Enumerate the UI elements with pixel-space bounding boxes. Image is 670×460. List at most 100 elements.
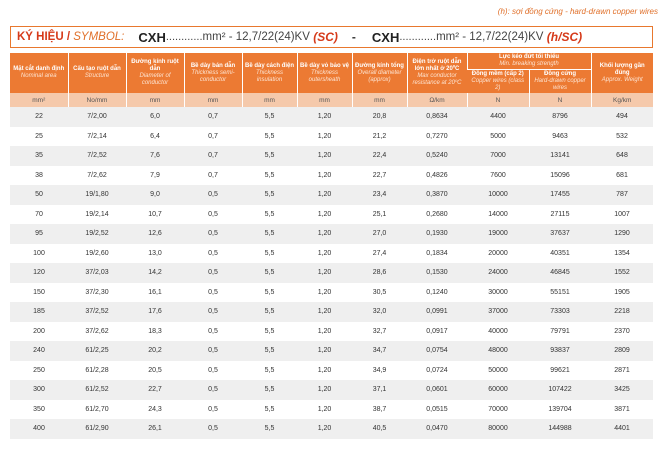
table-cell: 1,20 bbox=[317, 327, 332, 335]
table-cell: 0,0724 bbox=[426, 366, 448, 374]
symbol-dash: - bbox=[351, 30, 356, 44]
table-cell: 0,5 bbox=[208, 327, 218, 335]
table-cell: 5,5 bbox=[264, 249, 275, 257]
table-cell: 1,20 bbox=[297, 146, 352, 166]
table-cell: 18,3 bbox=[148, 327, 162, 335]
table-cell: 0,1834 bbox=[426, 249, 448, 257]
table-cell: 9,0 bbox=[126, 185, 184, 205]
table-cell: 95 bbox=[10, 224, 68, 244]
table-row: 240 61/2,25 20,2 0,5 5,5 1,20 34,7 0,0754 48000 9… bbox=[10, 341, 653, 361]
table-cell: 1,20 bbox=[317, 210, 332, 218]
unit-cell: Kg/km bbox=[590, 93, 653, 107]
table-cell: 7,6 bbox=[126, 146, 184, 166]
table-cell: 0,7270 bbox=[426, 132, 448, 140]
table-cell: 32,0 bbox=[352, 302, 407, 322]
table-cell: 5,5 bbox=[242, 224, 297, 244]
table-cell: 19/2,14 bbox=[85, 210, 109, 218]
table-cell: 5,5 bbox=[242, 341, 297, 361]
table-cell: 27115 bbox=[550, 210, 570, 218]
header-diameter: Đường kính ruột dẫn Diameter of conductor bbox=[125, 53, 184, 93]
table-cell: 24000 bbox=[467, 263, 529, 283]
table-cell: 300 bbox=[10, 380, 68, 400]
table-cell: 30,5 bbox=[372, 288, 387, 296]
table-cell: 7/2,00 bbox=[68, 107, 126, 127]
table-cell: 32,7 bbox=[372, 327, 387, 335]
table-cell: 13,0 bbox=[148, 249, 162, 257]
table-cell: 16,1 bbox=[148, 288, 162, 296]
table-cell: 5,5 bbox=[264, 210, 275, 218]
table-cell: 15096 bbox=[550, 171, 570, 179]
table-cell: 0,0601 bbox=[407, 380, 467, 400]
table-cell: 2370 bbox=[614, 327, 630, 335]
table-cell: 20,5 bbox=[148, 366, 162, 374]
table-cell: 120 bbox=[10, 263, 68, 283]
table-cell: 19/1,80 bbox=[68, 185, 126, 205]
table-row: 70 19/2,14 10,7 0,5 5,5 1,20 25,1 0,2680 14000 27… bbox=[10, 205, 653, 225]
table-cell: 6,4 bbox=[150, 132, 160, 140]
table-cell: 0,5 bbox=[208, 210, 218, 218]
header-semiconductor: Bề dày bán dẫn Thickness semi-conductor bbox=[183, 53, 242, 93]
table-cell: 2218 bbox=[591, 302, 653, 322]
table-cell: 9463 bbox=[552, 132, 568, 140]
table-cell: 5,5 bbox=[264, 132, 275, 140]
table-row: 250 61/2,28 20,5 0,5 5,5 1,20 34,9 0,0724 50000 9… bbox=[10, 361, 653, 381]
table-cell: 240 bbox=[10, 341, 68, 361]
header-soft-copper: Đồng mềm (cấp 2) Copper wires (class 2) bbox=[467, 69, 529, 93]
symbol-dots-2: ............ bbox=[399, 31, 437, 43]
table-cell: 5,5 bbox=[264, 405, 275, 413]
table-cell: 0,7 bbox=[184, 146, 242, 166]
table-cell: 3425 bbox=[591, 380, 653, 400]
table-cell: 0,1530 bbox=[407, 263, 467, 283]
table-cell: 80000 bbox=[467, 419, 529, 439]
table-cell: 26,1 bbox=[126, 419, 184, 439]
header-nominal-area: Mặt cắt danh định Nominal area bbox=[10, 53, 68, 93]
table-cell: 14,2 bbox=[126, 263, 184, 283]
table-cell: 48000 bbox=[467, 341, 529, 361]
table-cell: 0,0917 bbox=[426, 327, 448, 335]
table-cell: 0,5 bbox=[184, 185, 242, 205]
table-cell: 1,20 bbox=[297, 185, 352, 205]
table-cell: 0,5 bbox=[208, 405, 218, 413]
table-cell: 5,5 bbox=[242, 419, 297, 439]
table-cell: 185 bbox=[10, 302, 68, 322]
units-row: mm² No/mm mm mm mm mm mm Ω/km N N Kg/km bbox=[10, 93, 653, 107]
table-cell: 1552 bbox=[591, 263, 653, 283]
table-row: 185 37/2,52 17,6 0,5 5,5 1,20 32,0 0,0991 37000 7… bbox=[10, 302, 653, 322]
unit-cell: mm² bbox=[10, 93, 68, 107]
table-cell: 1007 bbox=[614, 210, 630, 218]
table-cell: 1,20 bbox=[297, 341, 352, 361]
table-cell: 0,5 bbox=[184, 341, 242, 361]
table-cell: 6,0 bbox=[126, 107, 184, 127]
table-cell: 27,0 bbox=[352, 224, 407, 244]
unit-cell: N bbox=[466, 93, 529, 107]
unit-cell: Ω/km bbox=[406, 93, 467, 107]
table-cell: 350 bbox=[33, 405, 45, 413]
table-cell: 0,0515 bbox=[426, 405, 448, 413]
table-cell: 1,20 bbox=[297, 107, 352, 127]
table-cell: 50000 bbox=[488, 366, 508, 374]
table-cell: 93837 bbox=[529, 341, 591, 361]
table-cell: 73303 bbox=[529, 302, 591, 322]
table-row: 400 61/2,90 26,1 0,5 5,5 1,20 40,5 0,0470 80000 1… bbox=[10, 419, 653, 439]
table-cell: 5,5 bbox=[242, 185, 297, 205]
table-cell: 5,5 bbox=[242, 263, 297, 283]
table-cell: 8796 bbox=[529, 107, 591, 127]
table-cell: 23,4 bbox=[352, 185, 407, 205]
table-cell: 2809 bbox=[591, 341, 653, 361]
table-cell: 7600 bbox=[490, 171, 506, 179]
table-cell: 17455 bbox=[529, 185, 591, 205]
table-cell: 0,7 bbox=[208, 132, 218, 140]
table-cell: 1,20 bbox=[317, 405, 332, 413]
symbol-spec-1: mm² - 12,7/22(24)KV bbox=[202, 31, 310, 43]
table-cell: 5,5 bbox=[242, 146, 297, 166]
table-row: 300 61/2,52 22,7 0,5 5,5 1,20 37,1 0,0601 60000 1… bbox=[10, 380, 653, 400]
table-row: 50 19/1,80 9,0 0,5 5,5 1,20 23,4 0,3870 10000 174… bbox=[10, 185, 653, 205]
table-row: 38 7/2,62 7,9 0,7 5,5 1,20 22,7 0,4826 7600 15096… bbox=[10, 166, 653, 186]
table-cell: 22 bbox=[10, 107, 68, 127]
table-cell: 1,20 bbox=[297, 419, 352, 439]
table-cell: 1,20 bbox=[317, 366, 332, 374]
unit-cell: mm bbox=[125, 93, 184, 107]
symbol-box: KÝ HIỆU / SYMBOL: CXH ............ mm² -… bbox=[10, 26, 653, 48]
table-cell: 61/2,70 bbox=[85, 405, 109, 413]
symbol-spec-2: mm² - 12,7/22(24)KV bbox=[436, 31, 544, 43]
